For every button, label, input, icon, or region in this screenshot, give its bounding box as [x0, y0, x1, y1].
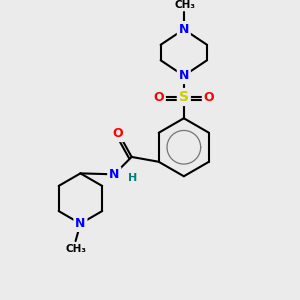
Text: N: N	[75, 217, 85, 230]
Text: O: O	[113, 127, 123, 140]
Text: H: H	[128, 173, 137, 183]
Text: S: S	[179, 90, 189, 104]
Text: N: N	[109, 168, 119, 181]
Text: N: N	[178, 23, 189, 36]
Text: O: O	[204, 91, 214, 103]
Text: N: N	[178, 69, 189, 82]
Text: O: O	[153, 91, 164, 103]
Text: CH₃: CH₃	[65, 244, 86, 254]
Text: CH₃: CH₃	[174, 0, 195, 10]
